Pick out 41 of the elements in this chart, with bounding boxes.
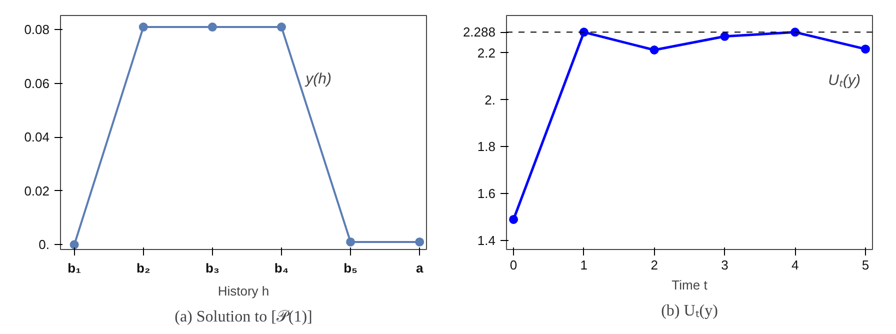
y-tick-label: 0.08 [24, 22, 50, 38]
y-tick-label: 1.6 [477, 186, 496, 202]
text: (b) Uₜ(y) [661, 302, 718, 320]
series-label: y(h) [304, 70, 332, 88]
point [415, 237, 424, 246]
y-tick-label: 0.02 [24, 183, 50, 198]
point [70, 240, 79, 250]
point [346, 237, 356, 246]
series-label: Uₜ(y) [828, 72, 860, 90]
x-tick-label: 2 [650, 258, 658, 272]
x-tick-label: 4 [791, 258, 799, 272]
x-tick-label: b₁ [68, 260, 81, 276]
y-tick-label: 0.06 [24, 76, 50, 91]
y-tick-label: 0.04 [24, 130, 50, 145]
point [208, 22, 217, 32]
point [860, 44, 870, 54]
x-tick-label: 5 [862, 258, 870, 272]
y-tick-label: 0. [38, 237, 50, 252]
point [650, 46, 659, 54]
point [138, 22, 148, 32]
x-tick-label: b₂ [136, 260, 150, 276]
y-tick-label: 1.8 [477, 139, 496, 154]
x-axis-title: History h [218, 284, 270, 298]
point [276, 22, 286, 32]
x-tick-label: b₄ [274, 260, 289, 276]
point [579, 28, 588, 37]
y-tick-label: 1.4 [477, 233, 496, 248]
x-tick-label: b₅ [344, 260, 358, 276]
x-tick-label: 3 [721, 258, 728, 272]
y-tick-label: 2.288 [462, 24, 496, 40]
x-tick-label: 1 [580, 258, 588, 272]
x-axis-title: Time t [672, 278, 708, 292]
point [790, 28, 800, 37]
x-tick-label: 0 [510, 258, 518, 272]
text: (a) Solution to [𝒫(1)] [174, 308, 312, 326]
point [509, 214, 518, 224]
y-tick-label: 2. [484, 92, 496, 108]
point [720, 32, 730, 41]
x-tick-label: a [416, 260, 424, 276]
y-tick-label: 2.2 [477, 45, 496, 60]
x-tick-label: b₃ [205, 260, 220, 276]
